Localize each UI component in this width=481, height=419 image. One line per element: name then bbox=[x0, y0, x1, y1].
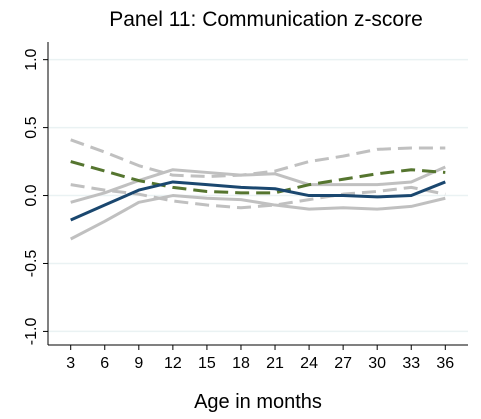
x-tick-label: 27 bbox=[334, 355, 352, 372]
y-tick-label: 0.5 bbox=[23, 116, 40, 138]
x-tick-label: 6 bbox=[100, 355, 109, 372]
y-tick-label: 1.0 bbox=[23, 48, 40, 70]
x-tick-label: 21 bbox=[266, 355, 284, 372]
chart-title: Panel 11: Communication z-score bbox=[109, 8, 423, 31]
y-tick-label: 0.0 bbox=[23, 184, 40, 206]
x-tick-label: 18 bbox=[232, 355, 250, 372]
series-line bbox=[70, 160, 446, 195]
x-tick-label: 15 bbox=[198, 355, 216, 372]
series-line bbox=[70, 194, 446, 241]
y-tick-label: -1.0 bbox=[23, 318, 40, 346]
x-tick-label: 12 bbox=[164, 355, 182, 372]
x-axis-label: Age in months bbox=[194, 391, 322, 413]
x-tick-label: 3 bbox=[66, 355, 75, 372]
x-tick-label: 33 bbox=[402, 355, 420, 372]
x-tick-label: 24 bbox=[300, 355, 318, 372]
series-line bbox=[70, 165, 446, 204]
x-tick-label: 9 bbox=[134, 355, 143, 372]
x-tick-label: 36 bbox=[436, 355, 454, 372]
series-line bbox=[70, 180, 446, 222]
x-tick-label: 30 bbox=[368, 355, 386, 372]
y-tick-label: -0.5 bbox=[23, 250, 40, 278]
